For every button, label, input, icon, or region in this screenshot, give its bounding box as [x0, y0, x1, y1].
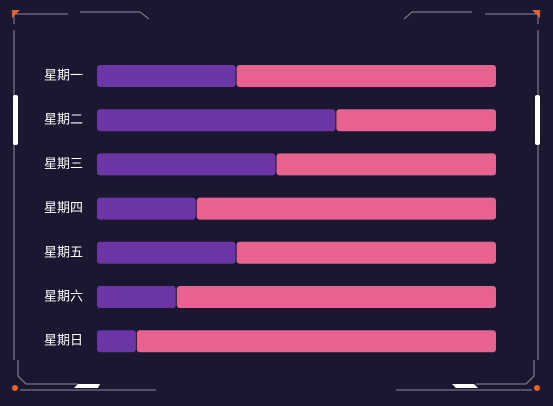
category-label: 星期日 [44, 334, 83, 349]
frame-corner-top-left [12, 10, 20, 18]
bar-segment-remainder[interactable] [276, 153, 496, 176]
bar-segment-primary[interactable] [97, 330, 136, 353]
bar-segment-primary[interactable] [97, 109, 336, 132]
category-label: 星期二 [44, 113, 83, 128]
frame-corner-top-right [532, 10, 540, 18]
frame-right-accent [535, 95, 540, 145]
bar-segment-primary[interactable] [97, 197, 196, 220]
bar-segment-remainder[interactable] [236, 241, 496, 264]
category-label: 星期一 [44, 69, 83, 84]
bar-segment-remainder[interactable] [236, 65, 496, 87]
bar-segment-primary[interactable] [97, 65, 236, 87]
bar-segment-primary[interactable] [97, 286, 176, 308]
category-label: 星期四 [44, 201, 83, 216]
category-label: 星期五 [44, 245, 83, 260]
frame-bottom-left-accent [74, 384, 100, 388]
bar-segment-remainder[interactable] [176, 286, 497, 308]
bar-segment-remainder[interactable] [336, 109, 496, 132]
category-label: 星期三 [44, 157, 83, 172]
category-label: 星期六 [44, 290, 83, 305]
bar-segment-primary[interactable] [97, 241, 236, 264]
frame-dot-bottom-left [12, 385, 18, 391]
bar-segment-remainder[interactable] [196, 197, 496, 220]
frame-bottom-right-line [476, 360, 535, 385]
frame-bottom-right-accent [452, 384, 478, 388]
frame-top-left-line-2 [80, 11, 150, 20]
bar-segment-primary[interactable] [97, 153, 276, 176]
frame-top-right-line [403, 11, 472, 20]
bar-segment-remainder[interactable] [136, 330, 496, 353]
frame-dot-bottom-right [534, 385, 540, 391]
frame-bottom-left-line [17, 360, 78, 385]
frame-left-accent [13, 95, 18, 145]
